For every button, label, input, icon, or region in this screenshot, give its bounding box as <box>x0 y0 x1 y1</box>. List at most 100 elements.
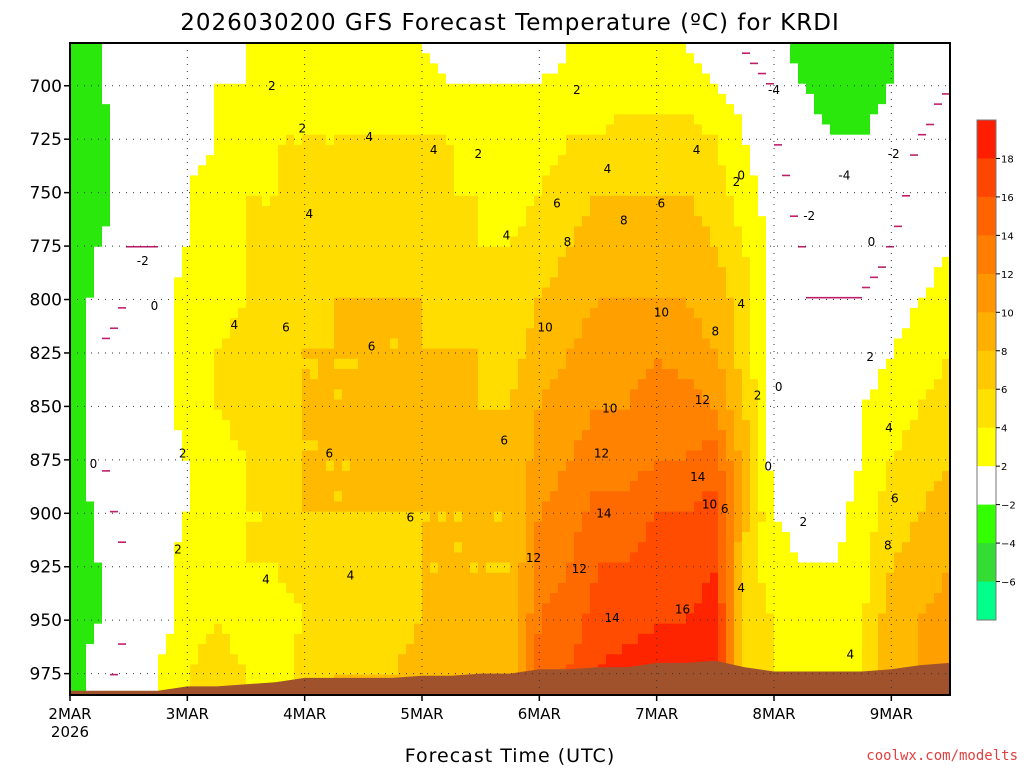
temperature-cell <box>334 644 343 655</box>
temperature-cell <box>158 552 167 564</box>
temperature-cell <box>534 246 543 258</box>
temperature-cell <box>526 206 535 217</box>
temperature-cell <box>78 511 87 523</box>
temperature-cell <box>406 399 415 411</box>
temperature-cell <box>318 654 327 666</box>
temperature-cell <box>166 389 175 401</box>
temperature-cell <box>254 582 263 594</box>
temperature-cell <box>222 674 231 686</box>
temperature-cell <box>270 562 279 574</box>
temperature-cell <box>358 613 367 625</box>
temperature-cell <box>246 165 255 177</box>
temperature-cell <box>222 369 231 380</box>
temperature-cell <box>174 93 183 105</box>
temperature-cell <box>566 246 575 258</box>
temperature-cell <box>382 338 391 350</box>
temperature-cell <box>630 399 639 411</box>
temperature-cell <box>470 552 479 564</box>
temperature-cell <box>174 501 183 513</box>
temperature-cell <box>606 287 615 299</box>
temperature-cell <box>510 379 519 390</box>
temperature-cell <box>310 460 319 472</box>
temperature-cell <box>142 399 151 411</box>
temperature-cell <box>662 73 671 85</box>
temperature-cell <box>158 369 167 380</box>
temperature-cell <box>630 134 639 146</box>
temperature-cell <box>638 613 647 625</box>
temperature-cell <box>366 562 375 574</box>
temperature-cell <box>78 409 87 421</box>
temperature-cell <box>558 83 567 95</box>
temperature-cell <box>374 338 383 350</box>
temperature-cell <box>174 552 183 564</box>
temperature-cell <box>606 399 615 411</box>
temperature-cell <box>78 623 87 635</box>
temperature-cell <box>582 63 591 75</box>
temperature-cell <box>230 114 239 126</box>
temperature-cell <box>486 318 495 329</box>
temperature-cell <box>94 104 103 115</box>
temperature-cell <box>302 216 311 227</box>
temperature-cell <box>334 532 343 543</box>
temperature-cell <box>110 582 119 594</box>
temperature-cell <box>358 552 367 564</box>
temperature-cell <box>94 532 103 543</box>
temperature-cell <box>654 43 663 54</box>
temperature-cell <box>614 348 623 360</box>
temperature-cell <box>686 216 695 227</box>
temperature-cell <box>182 256 191 268</box>
temperature-cell <box>78 267 87 278</box>
temperature-cell <box>318 389 327 401</box>
temperature-cell <box>262 633 271 645</box>
temperature-cell <box>358 532 367 543</box>
temperature-cell <box>630 623 639 635</box>
temperature-cell <box>286 379 295 390</box>
temperature-cell <box>622 440 631 452</box>
temperature-cell <box>454 114 463 126</box>
temperature-cell <box>86 470 95 482</box>
temperature-cell <box>582 379 591 390</box>
temperature-cell <box>70 481 79 492</box>
temperature-cell <box>550 532 559 543</box>
temperature-cell <box>390 379 399 390</box>
temperature-cell <box>526 460 535 472</box>
temperature-cell <box>278 236 287 248</box>
temperature-cell <box>374 481 383 492</box>
temperature-cell <box>334 155 343 166</box>
temperature-cell <box>438 287 447 299</box>
temperature-cell <box>510 338 519 350</box>
temperature-cell <box>86 593 95 604</box>
temperature-cell <box>286 246 295 258</box>
temperature-cell <box>590 603 599 615</box>
temperature-cell <box>326 501 335 513</box>
temperature-cell <box>454 175 463 187</box>
temperature-cell <box>398 83 407 95</box>
temperature-cell <box>174 603 183 615</box>
temperature-cell <box>102 216 111 227</box>
temperature-cell <box>94 542 103 553</box>
temperature-cell <box>342 104 351 115</box>
temperature-cell <box>254 53 263 64</box>
temperature-cell <box>270 297 279 309</box>
temperature-cell <box>382 185 391 197</box>
temperature-cell <box>326 532 335 543</box>
temperature-cell <box>326 226 335 238</box>
temperature-cell <box>246 440 255 452</box>
temperature-cell <box>158 185 167 197</box>
temperature-cell <box>430 267 439 278</box>
temperature-cell <box>566 409 575 421</box>
temperature-cell <box>638 460 647 472</box>
temperature-cell <box>606 562 615 574</box>
temperature-cell <box>358 358 367 370</box>
temperature-cell <box>350 165 359 177</box>
temperature-cell <box>398 521 407 533</box>
temperature-cell <box>286 53 295 64</box>
temperature-cell <box>174 654 183 666</box>
temperature-cell <box>686 603 695 615</box>
temperature-cell <box>598 481 607 492</box>
temperature-cell <box>638 419 647 431</box>
temperature-cell <box>174 379 183 390</box>
temperature-cell <box>150 246 159 258</box>
temperature-cell <box>286 593 295 604</box>
temperature-cell <box>366 297 375 309</box>
